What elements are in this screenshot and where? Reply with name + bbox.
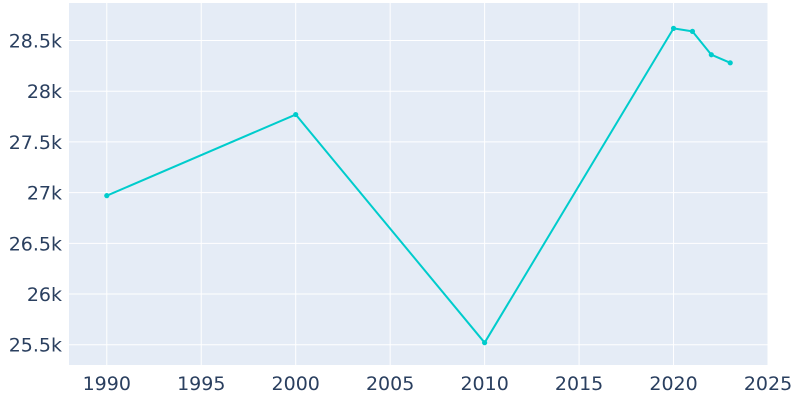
- y-tick-label: 27.5k: [9, 132, 62, 154]
- x-tick-label: 2020: [649, 373, 697, 395]
- series-layer: [104, 25, 733, 346]
- y-tick-label: 26k: [27, 284, 62, 306]
- data-point: [689, 28, 696, 34]
- y-tick-label: 25.5k: [9, 335, 62, 357]
- y-tick-label: 26.5k: [9, 233, 62, 255]
- x-tick-label: 2005: [366, 373, 414, 395]
- x-tick-label: 1990: [83, 373, 131, 395]
- x-tick-label: 1995: [177, 373, 225, 395]
- x-axis-ticks: 1990 1995 2000 2005 2010 2015 2020 2025: [83, 373, 793, 395]
- plot-area: [69, 3, 768, 365]
- y-tick-label: 28k: [27, 81, 62, 103]
- x-tick-label: 2010: [460, 373, 508, 395]
- data-point: [727, 60, 733, 66]
- y-tick-label: 27k: [27, 183, 62, 205]
- data-point: [482, 340, 488, 346]
- x-tick-label: 2000: [272, 373, 320, 395]
- data-point: [708, 52, 714, 58]
- data-point: [293, 111, 299, 118]
- data-point: [104, 193, 110, 199]
- x-tick-label: 2015: [555, 373, 603, 395]
- x-tick-label: 2025: [744, 373, 792, 395]
- y-tick-label: 28.5k: [9, 31, 62, 53]
- data-point: [670, 25, 677, 31]
- y-axis-ticks: 25.5k 26k 26.5k 27k 27.5k 28k 28.5k: [9, 31, 62, 357]
